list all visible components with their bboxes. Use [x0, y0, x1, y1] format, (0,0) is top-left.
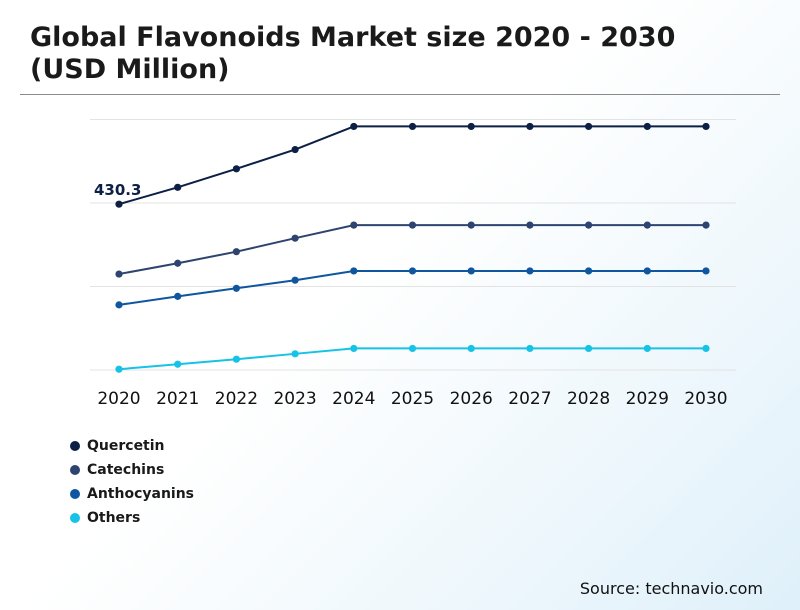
- data-point-anthocyanins: [408, 267, 417, 275]
- data-point-others: [115, 365, 123, 373]
- x-tick-label: 2020: [97, 389, 140, 409]
- data-point-catechins: [291, 234, 299, 242]
- legend-item-others: Others: [70, 506, 194, 530]
- data-point-anthocyanins: [467, 267, 475, 275]
- data-point-quercetin: [115, 200, 123, 208]
- x-tick-label: 2023: [273, 389, 316, 409]
- legend-label: Quercetin: [87, 438, 165, 454]
- x-tick-label: 2026: [450, 389, 493, 409]
- x-tick-label: 2030: [684, 389, 727, 409]
- data-point-quercetin: [526, 122, 534, 131]
- legend-marker: [70, 441, 80, 451]
- legend-item-quercetin: Quercetin: [70, 434, 194, 458]
- data-point-anthocyanins: [232, 284, 240, 292]
- data-point-anthocyanins: [702, 267, 710, 275]
- data-label: 430.3: [94, 181, 141, 199]
- legend: Quercetin Catechins Anthocyanins Others: [70, 434, 194, 530]
- data-point-catechins: [585, 221, 593, 229]
- data-point-anthocyanins: [174, 292, 182, 300]
- x-tick-label: 2027: [508, 389, 551, 409]
- data-point-others: [174, 360, 182, 368]
- x-tick-label: 2025: [391, 389, 434, 409]
- data-point-anthocyanins: [585, 267, 593, 275]
- title-divider: [20, 94, 780, 95]
- data-point-quercetin: [643, 122, 651, 131]
- chart-title: Global Flavonoids Market size 2020 - 203…: [30, 22, 676, 85]
- legend-label: Others: [87, 510, 141, 526]
- data-point-catechins: [702, 221, 710, 229]
- data-point-quercetin: [174, 183, 182, 191]
- legend-marker: [70, 465, 80, 475]
- x-tick-label: 2024: [332, 389, 375, 409]
- series-line-anthocyanins: [118, 269, 706, 306]
- source-credit: Source: technavio.com: [579, 579, 763, 598]
- data-point-catechins: [526, 221, 534, 229]
- data-point-others: [408, 344, 417, 353]
- legend-item-anthocyanins: Anthocyanins: [70, 482, 194, 506]
- x-tick-label: 2021: [156, 389, 199, 409]
- data-point-catechins: [467, 221, 475, 229]
- data-point-quercetin: [585, 122, 593, 131]
- data-point-anthocyanins: [643, 267, 651, 275]
- data-point-others: [526, 344, 534, 353]
- data-point-catechins: [174, 259, 182, 267]
- data-point-others: [350, 344, 358, 353]
- data-point-anthocyanins: [115, 301, 123, 309]
- x-tick-label: 2029: [626, 389, 669, 409]
- x-tick-label: 2028: [567, 389, 610, 409]
- data-point-catechins: [350, 221, 358, 229]
- series-line-catechins: [118, 224, 706, 276]
- data-point-others: [291, 350, 299, 358]
- data-point-anthocyanins: [350, 267, 358, 275]
- line-chart: 2020 2021 2022 2023 2024 2025 2026 2027 2028 2029…: [90, 119, 736, 409]
- data-point-others: [702, 344, 710, 353]
- data-point-quercetin: [350, 122, 358, 131]
- legend-marker: [70, 489, 80, 499]
- data-point-catechins: [232, 248, 240, 256]
- series-line-quercetin: [118, 125, 706, 206]
- data-point-quercetin: [291, 145, 299, 154]
- data-point-quercetin: [408, 122, 417, 131]
- data-point-catechins: [408, 221, 417, 229]
- data-point-catechins: [115, 270, 123, 278]
- data-point-others: [643, 344, 651, 353]
- x-tick-label: 2022: [215, 389, 258, 409]
- data-point-others: [232, 355, 240, 363]
- legend-item-catechins: Catechins: [70, 458, 194, 482]
- legend-label: Catechins: [87, 462, 165, 478]
- data-point-quercetin: [702, 122, 710, 131]
- legend-label: Anthocyanins: [87, 486, 195, 502]
- data-point-others: [585, 344, 593, 353]
- data-point-catechins: [643, 221, 651, 229]
- data-point-quercetin: [232, 165, 240, 173]
- data-point-others: [467, 344, 475, 353]
- data-point-anthocyanins: [291, 276, 299, 284]
- legend-marker: [70, 513, 80, 523]
- data-point-anthocyanins: [526, 267, 534, 275]
- data-point-quercetin: [467, 122, 475, 131]
